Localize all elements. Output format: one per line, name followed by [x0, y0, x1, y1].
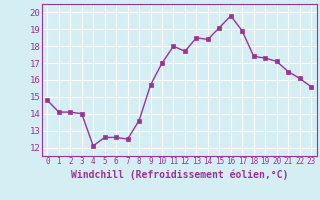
X-axis label: Windchill (Refroidissement éolien,°C): Windchill (Refroidissement éolien,°C) — [70, 169, 288, 180]
